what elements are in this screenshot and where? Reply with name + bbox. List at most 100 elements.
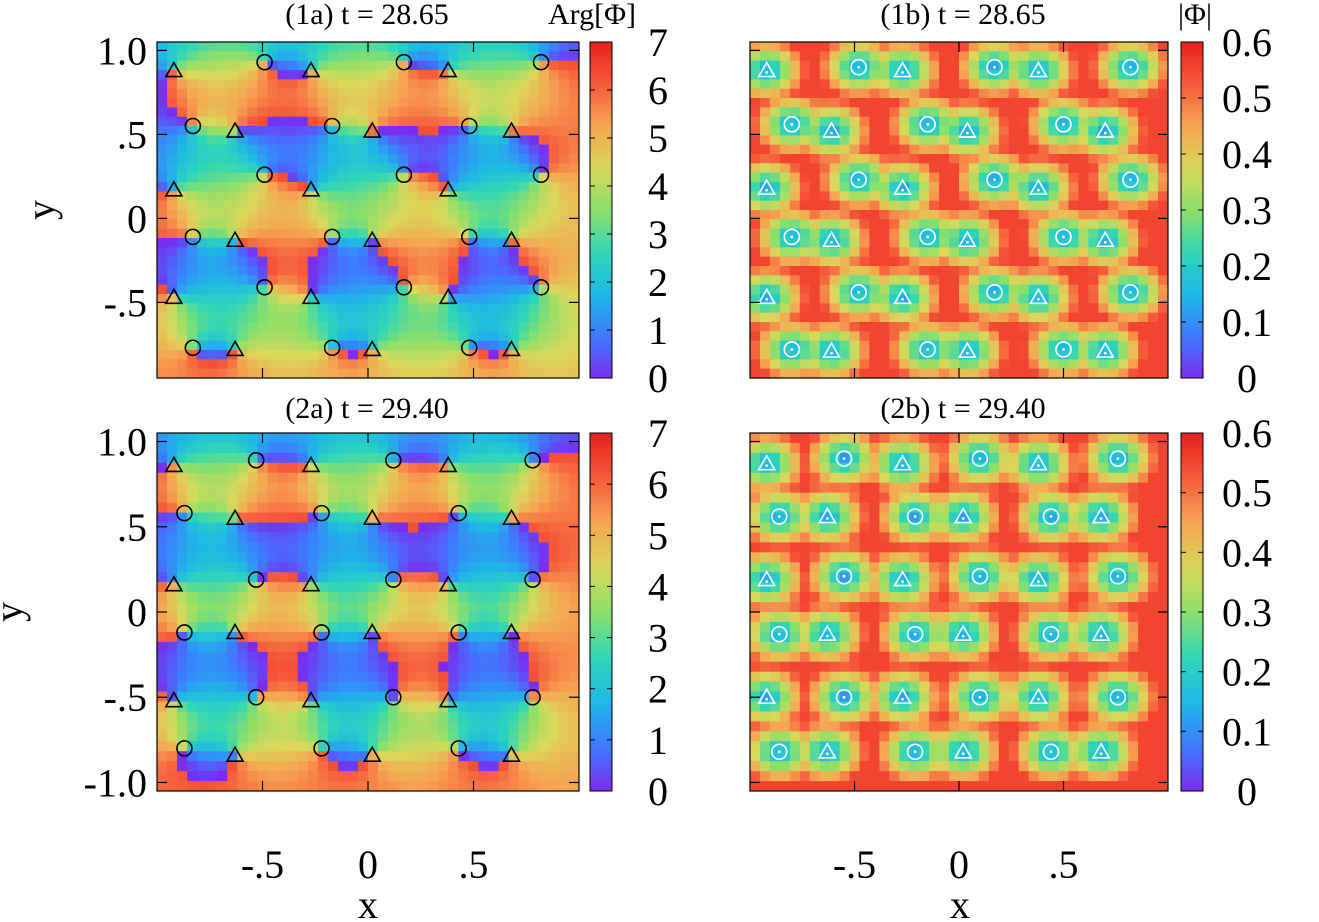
vortex-triangle-marker	[362, 745, 382, 763]
vortex-triangle-marker	[1029, 454, 1048, 471]
x-tick-label: 0	[358, 842, 378, 887]
vortex-core-dot	[978, 457, 982, 460]
vortex-circle-marker	[1122, 284, 1139, 301]
vortex-core-dot	[1037, 464, 1040, 468]
vortex-core-dot	[1103, 240, 1107, 244]
vortex-circle-marker	[1109, 450, 1127, 467]
heatmap-2a	[157, 433, 579, 791]
vortex-core-dot	[1116, 457, 1120, 460]
vortex-core-dot	[830, 240, 833, 244]
vortex-triangle-marker	[438, 691, 458, 708]
vortex-circle-marker	[385, 451, 402, 469]
vortex-core-dot	[901, 580, 904, 584]
vortex-circle-marker	[395, 53, 413, 71]
vortex-circle-marker	[1042, 743, 1060, 761]
vortex-core-dot	[765, 464, 769, 468]
vortex-circle-marker	[323, 228, 341, 246]
vortex-core-dot	[901, 464, 904, 468]
vortex-circle-marker	[1055, 228, 1072, 246]
colorbar-tick-label: 0.3	[1222, 188, 1272, 233]
colorbar-label-1a: Arg[Φ]	[548, 0, 636, 31]
vortex-core-dot	[830, 351, 833, 355]
vortex-triangle-marker	[164, 455, 184, 473]
vortex-circle-marker	[256, 166, 273, 184]
vortex-circle-marker	[313, 504, 330, 522]
vortex-triangle-marker	[957, 230, 977, 248]
vortex-circle-marker	[770, 508, 788, 525]
colorbar-tick-label: 0	[648, 769, 668, 814]
vortex-circle-marker	[323, 117, 341, 135]
vortex-circle-marker	[532, 53, 550, 71]
vortex-core-dot	[777, 750, 781, 754]
colorbar-tick-label: 7	[648, 20, 668, 65]
y-tick-label: -.5	[104, 675, 147, 720]
vortex-triangle-marker	[893, 287, 912, 305]
vortex-circle-marker	[256, 53, 273, 71]
vortex-circle-marker	[313, 624, 330, 641]
vortex-circle-marker	[323, 339, 341, 357]
vortex-triangle-marker	[1029, 178, 1048, 195]
vortex-triangle-marker	[822, 230, 841, 248]
vortex-triangle-marker	[362, 121, 382, 138]
vortex-circle-marker	[1055, 341, 1072, 358]
y-tick-label: 1.0	[97, 420, 147, 465]
vortex-circle-marker	[919, 341, 936, 358]
vortex-core-dot	[1099, 634, 1103, 638]
vortex-core-dot	[961, 634, 965, 638]
vortex-triangle-marker	[1029, 287, 1048, 305]
vortex-triangle-marker	[225, 622, 245, 640]
vortex-core-dot	[913, 515, 917, 518]
vortex-circle-marker	[986, 284, 1003, 301]
vortex-circle-marker	[184, 117, 202, 135]
vortex-triangle-marker	[301, 455, 321, 473]
vortex-core-dot	[842, 695, 846, 699]
vortex-circle-marker	[176, 624, 193, 641]
vortex-triangle-marker	[817, 742, 837, 759]
vortex-triangle-marker	[362, 230, 382, 248]
colorbar-tick-label: 0.2	[1222, 244, 1272, 289]
vortex-circle-marker	[450, 504, 468, 522]
colorbar-tick-label: 0.1	[1222, 300, 1272, 345]
vortex-core-dot	[993, 178, 996, 182]
vortex-circle-marker	[1109, 567, 1127, 585]
vortex-circle-marker	[986, 171, 1003, 189]
vortex-triangle-marker	[1095, 341, 1115, 358]
vortex-core-dot	[926, 348, 930, 351]
vortex-triangle-marker	[164, 691, 184, 708]
vortex-circle-marker	[1122, 171, 1139, 189]
colorbar-tick-label: 0	[648, 356, 668, 401]
panel-title-1b: (1b) t = 28.65	[880, 0, 1045, 31]
vortex-triangle-marker	[438, 455, 458, 473]
vortex-core-dot	[765, 697, 769, 701]
colorbar-tick-label: 0.6	[1222, 20, 1272, 65]
y-tick-label: -.5	[104, 280, 147, 325]
colorbar-tick-label: 6	[648, 462, 668, 507]
vortex-triangle-marker	[225, 121, 245, 138]
vortex-triangle-marker	[953, 624, 973, 641]
vortex-triangle-marker	[757, 569, 777, 587]
vortex-triangle-marker	[1029, 687, 1048, 705]
vortex-core-dot	[857, 290, 861, 294]
colorbar-tick-label: 0.2	[1222, 650, 1272, 695]
vortex-circle-marker	[532, 166, 550, 184]
vortex-core-dot	[913, 632, 917, 636]
vortex-core-dot	[825, 517, 829, 520]
vortex-triangle-marker	[164, 575, 184, 592]
vortex-triangle-marker	[362, 339, 382, 357]
vortex-circle-marker	[395, 166, 413, 184]
vortex-triangle-marker	[301, 287, 321, 305]
colorbar-tick-label: 0	[1237, 356, 1257, 401]
x-tick-label: -.5	[833, 842, 876, 887]
vortex-triangle-marker	[301, 575, 321, 592]
vortex-core-dot	[993, 290, 996, 294]
vortex-triangle-marker	[817, 624, 837, 641]
vortex-circle-marker	[783, 228, 801, 246]
vortex-circle-marker	[971, 567, 989, 585]
vortex-core-dot	[965, 240, 969, 244]
heatmap-2b	[750, 433, 1168, 791]
vortex-core-dot	[978, 574, 982, 578]
panel-title-1a: (1a) t = 28.65	[285, 0, 449, 31]
vortex-circle-marker	[783, 116, 801, 133]
vortex-core-dot	[1116, 695, 1120, 699]
vortex-circle-marker	[770, 743, 788, 761]
